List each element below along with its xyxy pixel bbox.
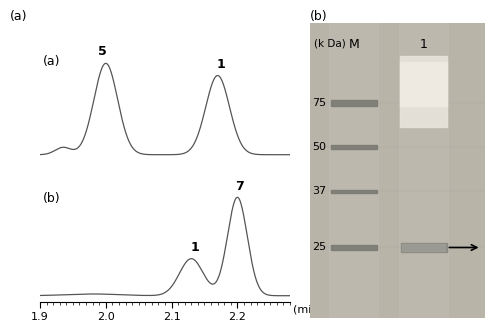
Bar xyxy=(399,23,448,318)
Bar xyxy=(331,145,376,149)
Text: (b): (b) xyxy=(44,192,61,205)
Text: 37: 37 xyxy=(312,187,326,197)
Text: (a): (a) xyxy=(10,10,28,23)
Text: (min): (min) xyxy=(294,305,323,315)
Text: 1: 1 xyxy=(190,241,199,254)
Text: (k Da): (k Da) xyxy=(314,38,345,48)
Bar xyxy=(331,190,376,193)
Text: 5: 5 xyxy=(98,46,107,59)
Bar xyxy=(400,56,448,127)
Text: 1: 1 xyxy=(216,58,226,71)
Bar xyxy=(331,100,376,106)
Bar xyxy=(402,244,445,251)
Text: 75: 75 xyxy=(312,98,326,108)
Text: 1: 1 xyxy=(420,38,428,51)
Bar xyxy=(400,62,448,106)
Text: 7: 7 xyxy=(235,180,244,193)
Bar xyxy=(331,245,376,250)
Text: M: M xyxy=(348,38,359,51)
Text: (a): (a) xyxy=(44,55,61,68)
Text: 50: 50 xyxy=(312,142,326,152)
Bar xyxy=(329,23,378,318)
Bar xyxy=(401,243,446,252)
Text: (b): (b) xyxy=(310,10,328,23)
Text: 25: 25 xyxy=(312,243,326,253)
